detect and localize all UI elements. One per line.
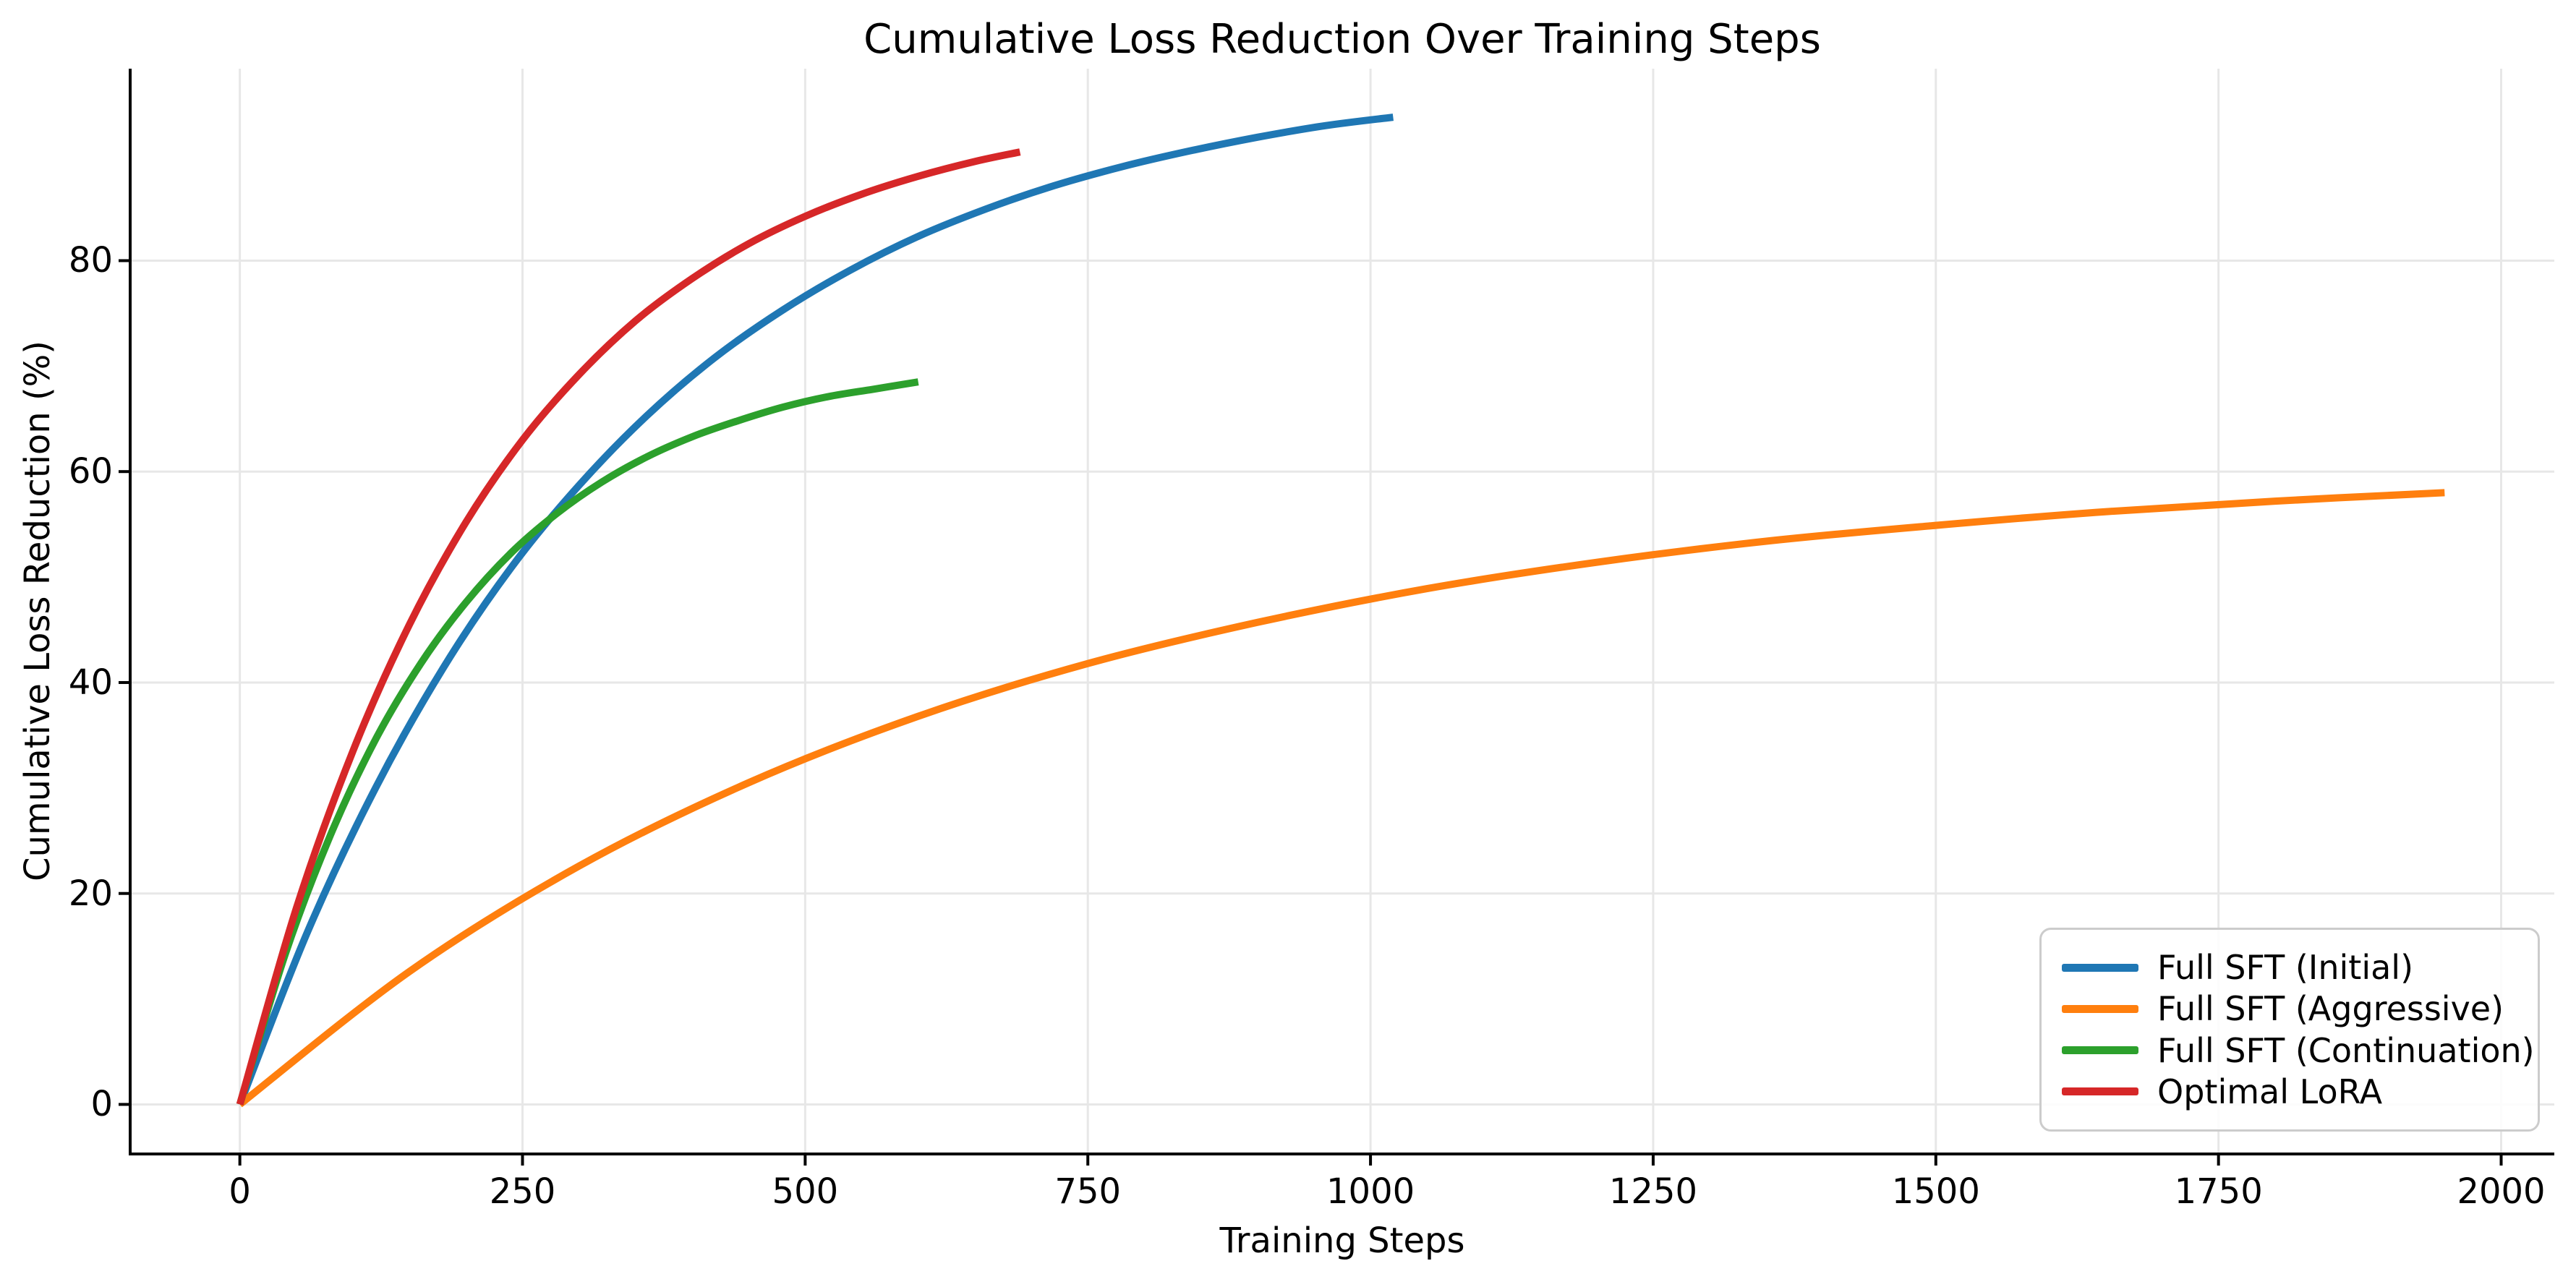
legend-swatch-full-sft-continuation (2062, 1046, 2138, 1055)
y-tick-label: 60 (68, 451, 113, 492)
x-tick-label: 1750 (2174, 1171, 2263, 1212)
y-tick-label: 40 (68, 662, 113, 703)
y-axis-label: Cumulative Loss Reduction (%) (17, 340, 58, 882)
legend-label: Full SFT (Initial) (2157, 948, 2414, 987)
legend-swatch-full-sft-initial (2062, 963, 2138, 972)
legend-item: Full SFT (Continuation) (2062, 1030, 2535, 1071)
y-tick-label: 20 (68, 873, 113, 914)
x-tick-label: 0 (229, 1171, 251, 1212)
legend-swatch-optimal-lora (2062, 1087, 2138, 1096)
legend-swatch-full-sft-aggressive (2062, 1004, 2138, 1013)
chart-title: Cumulative Loss Reduction Over Training … (863, 16, 1821, 63)
x-tick-label: 1000 (1326, 1171, 1415, 1212)
legend-item: Full SFT (Initial) (2062, 947, 2517, 988)
series-lines (236, 114, 2445, 1108)
x-tick-label: 1250 (1608, 1171, 1698, 1212)
legend-label: Optimal LoRA (2157, 1072, 2383, 1111)
series-line-optimal-lora (236, 148, 1021, 1106)
y-tick-label: 80 (68, 240, 113, 281)
legend: Full SFT (Initial) Full SFT (Aggressive)… (2039, 928, 2540, 1132)
x-tick-label: 500 (772, 1171, 839, 1212)
y-tick-label: 0 (90, 1084, 113, 1125)
x-tick-label: 1500 (1891, 1171, 1980, 1212)
legend-item: Full SFT (Aggressive) (2062, 988, 2517, 1029)
legend-label: Full SFT (Continuation) (2157, 1030, 2535, 1070)
x-tick-label: 750 (1054, 1171, 1122, 1212)
x-axis-label: Training Steps (1219, 1220, 1465, 1261)
x-tick-label: 250 (489, 1171, 556, 1212)
series-line-full-sft-aggressive (237, 489, 2445, 1108)
legend-label: Full SFT (Aggressive) (2157, 989, 2504, 1029)
axes-spines-and-ticks (119, 69, 2554, 1166)
legend-item: Optimal LoRA (2062, 1072, 2517, 1112)
x-tick-label: 2000 (2457, 1171, 2546, 1212)
series-line-full-sft-continuation (236, 378, 919, 1106)
series-line-full-sft-initial (236, 114, 1394, 1106)
